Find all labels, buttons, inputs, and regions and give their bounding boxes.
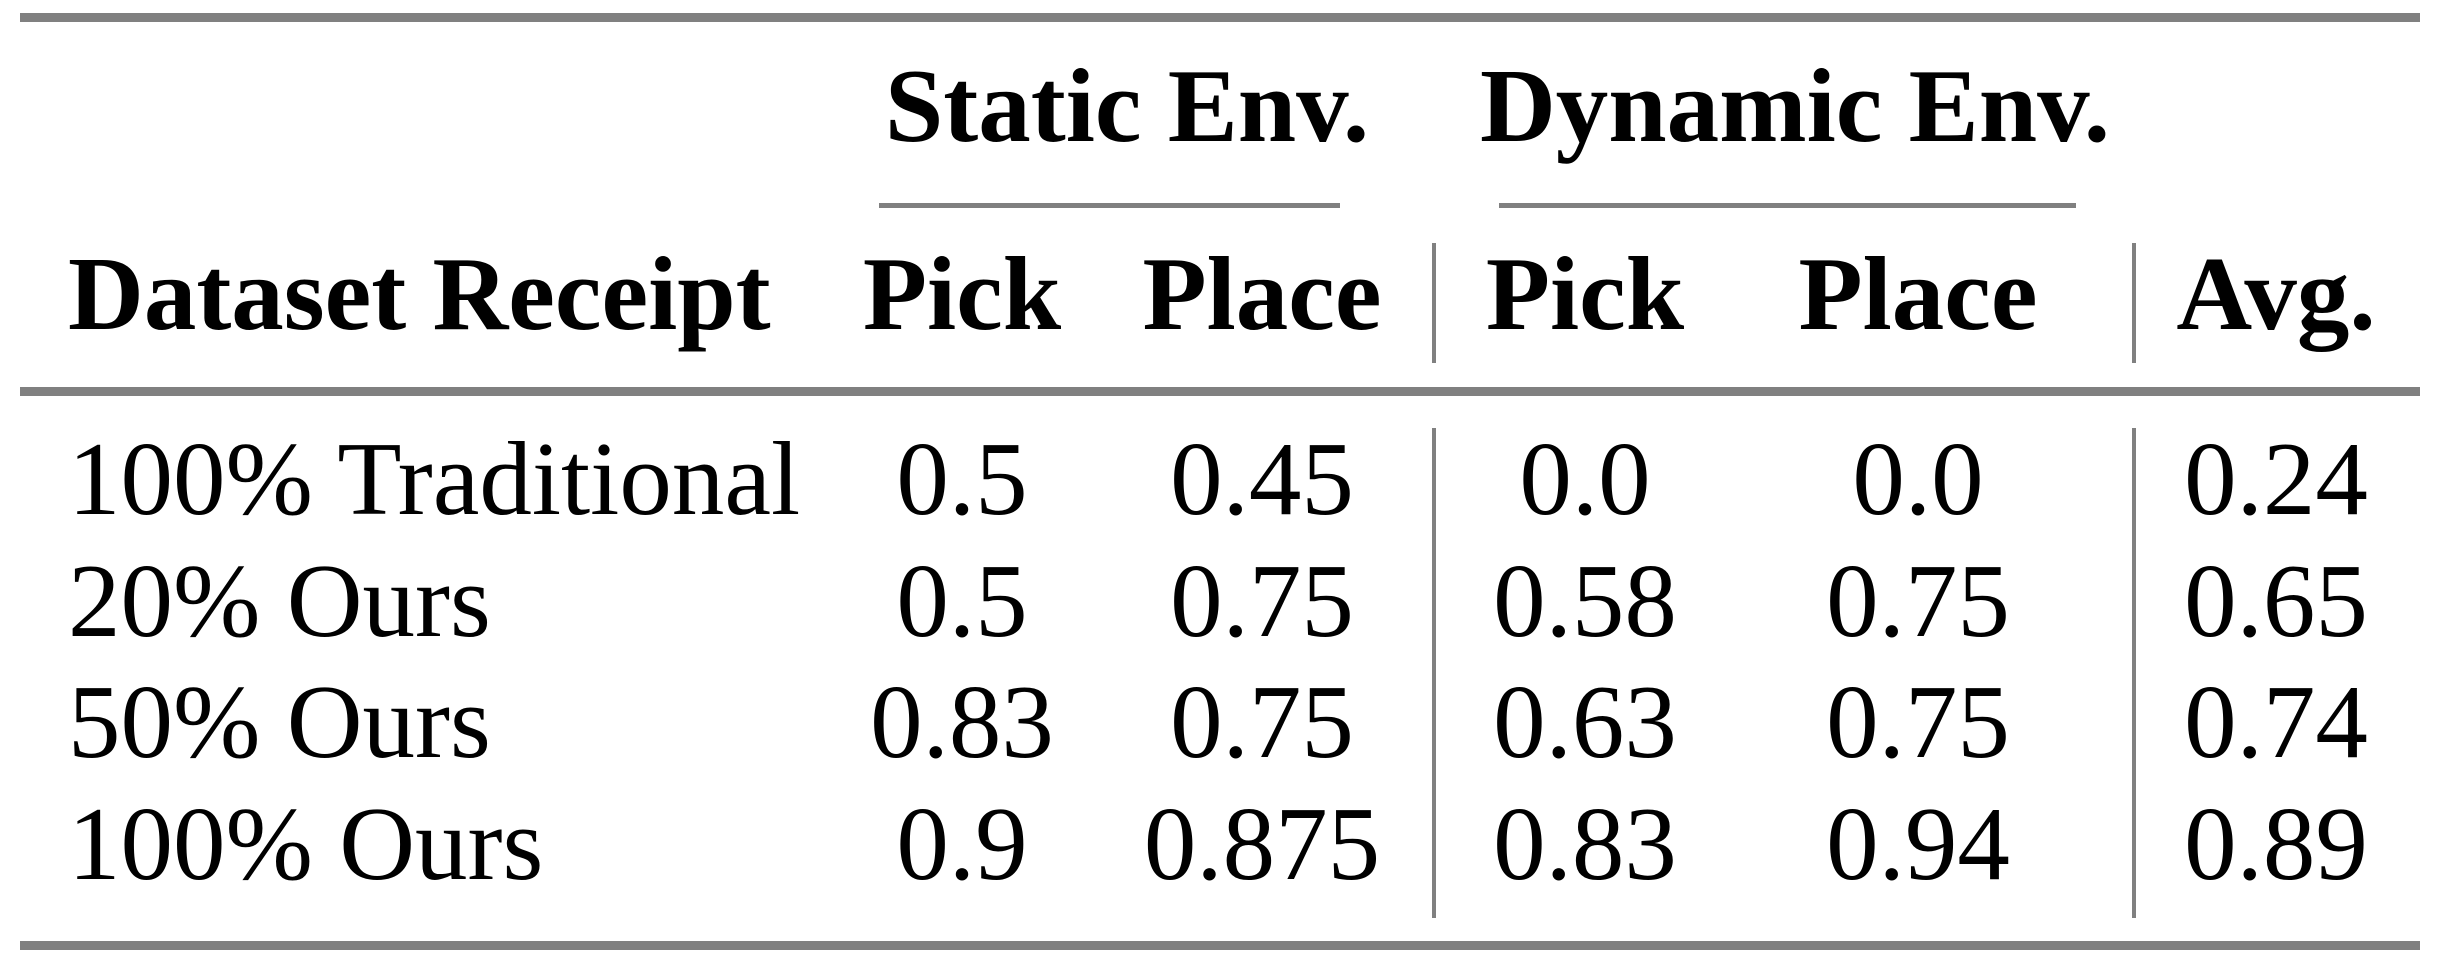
header-static-place: Place xyxy=(1142,235,1382,352)
header-dataset-receipt: Dataset Receipt xyxy=(68,235,771,352)
bottom-rule xyxy=(20,941,2420,950)
cell-static-pick: 0.5 xyxy=(896,542,1028,659)
cell-dynamic-pick: 0.63 xyxy=(1493,663,1677,780)
cell-static-pick: 0.83 xyxy=(870,663,1054,780)
cell-dynamic-pick: 0.58 xyxy=(1493,542,1677,659)
body-vline-static-dynamic xyxy=(1432,428,1436,918)
header-vline-dynamic-avg xyxy=(2132,243,2136,363)
row-label: 100% Traditional xyxy=(68,420,801,537)
cell-dynamic-pick: 0.0 xyxy=(1519,420,1651,537)
cell-dynamic-place: 0.75 xyxy=(1826,542,2010,659)
cell-static-place: 0.75 xyxy=(1170,542,1354,659)
dynamic-env-cmidrule xyxy=(1499,203,2076,208)
cell-avg: 0.65 xyxy=(2184,542,2368,659)
header-static-pick: Pick xyxy=(862,235,1062,352)
cell-static-place: 0.75 xyxy=(1170,663,1354,780)
cell-static-pick: 0.9 xyxy=(896,785,1028,902)
cell-avg: 0.24 xyxy=(2184,420,2368,537)
group-header-static-env: Static Env. xyxy=(884,47,1370,164)
cell-dynamic-place: 0.75 xyxy=(1826,663,2010,780)
header-vline-static-dynamic xyxy=(1432,243,1436,363)
group-header-dynamic-env: Dynamic Env. xyxy=(1479,47,2111,164)
row-label: 50% Ours xyxy=(68,663,491,780)
top-rule xyxy=(20,13,2420,22)
body-vline-dynamic-avg xyxy=(2132,428,2136,918)
header-avg: Avg. xyxy=(2176,235,2376,352)
header-body-rule xyxy=(20,387,2420,396)
cell-dynamic-pick: 0.83 xyxy=(1493,785,1677,902)
cell-static-place: 0.45 xyxy=(1170,420,1354,537)
cell-dynamic-place: 0.0 xyxy=(1852,420,1984,537)
cell-avg: 0.89 xyxy=(2184,785,2368,902)
cell-static-place: 0.875 xyxy=(1143,785,1381,902)
cell-dynamic-place: 0.94 xyxy=(1826,785,2010,902)
cell-avg: 0.74 xyxy=(2184,663,2368,780)
row-label: 20% Ours xyxy=(68,542,491,659)
row-label: 100% Ours xyxy=(68,785,544,902)
cell-static-pick: 0.5 xyxy=(896,420,1028,537)
static-env-cmidrule xyxy=(879,203,1340,208)
header-dynamic-place: Place xyxy=(1798,235,2038,352)
header-dynamic-pick: Pick xyxy=(1485,235,1685,352)
